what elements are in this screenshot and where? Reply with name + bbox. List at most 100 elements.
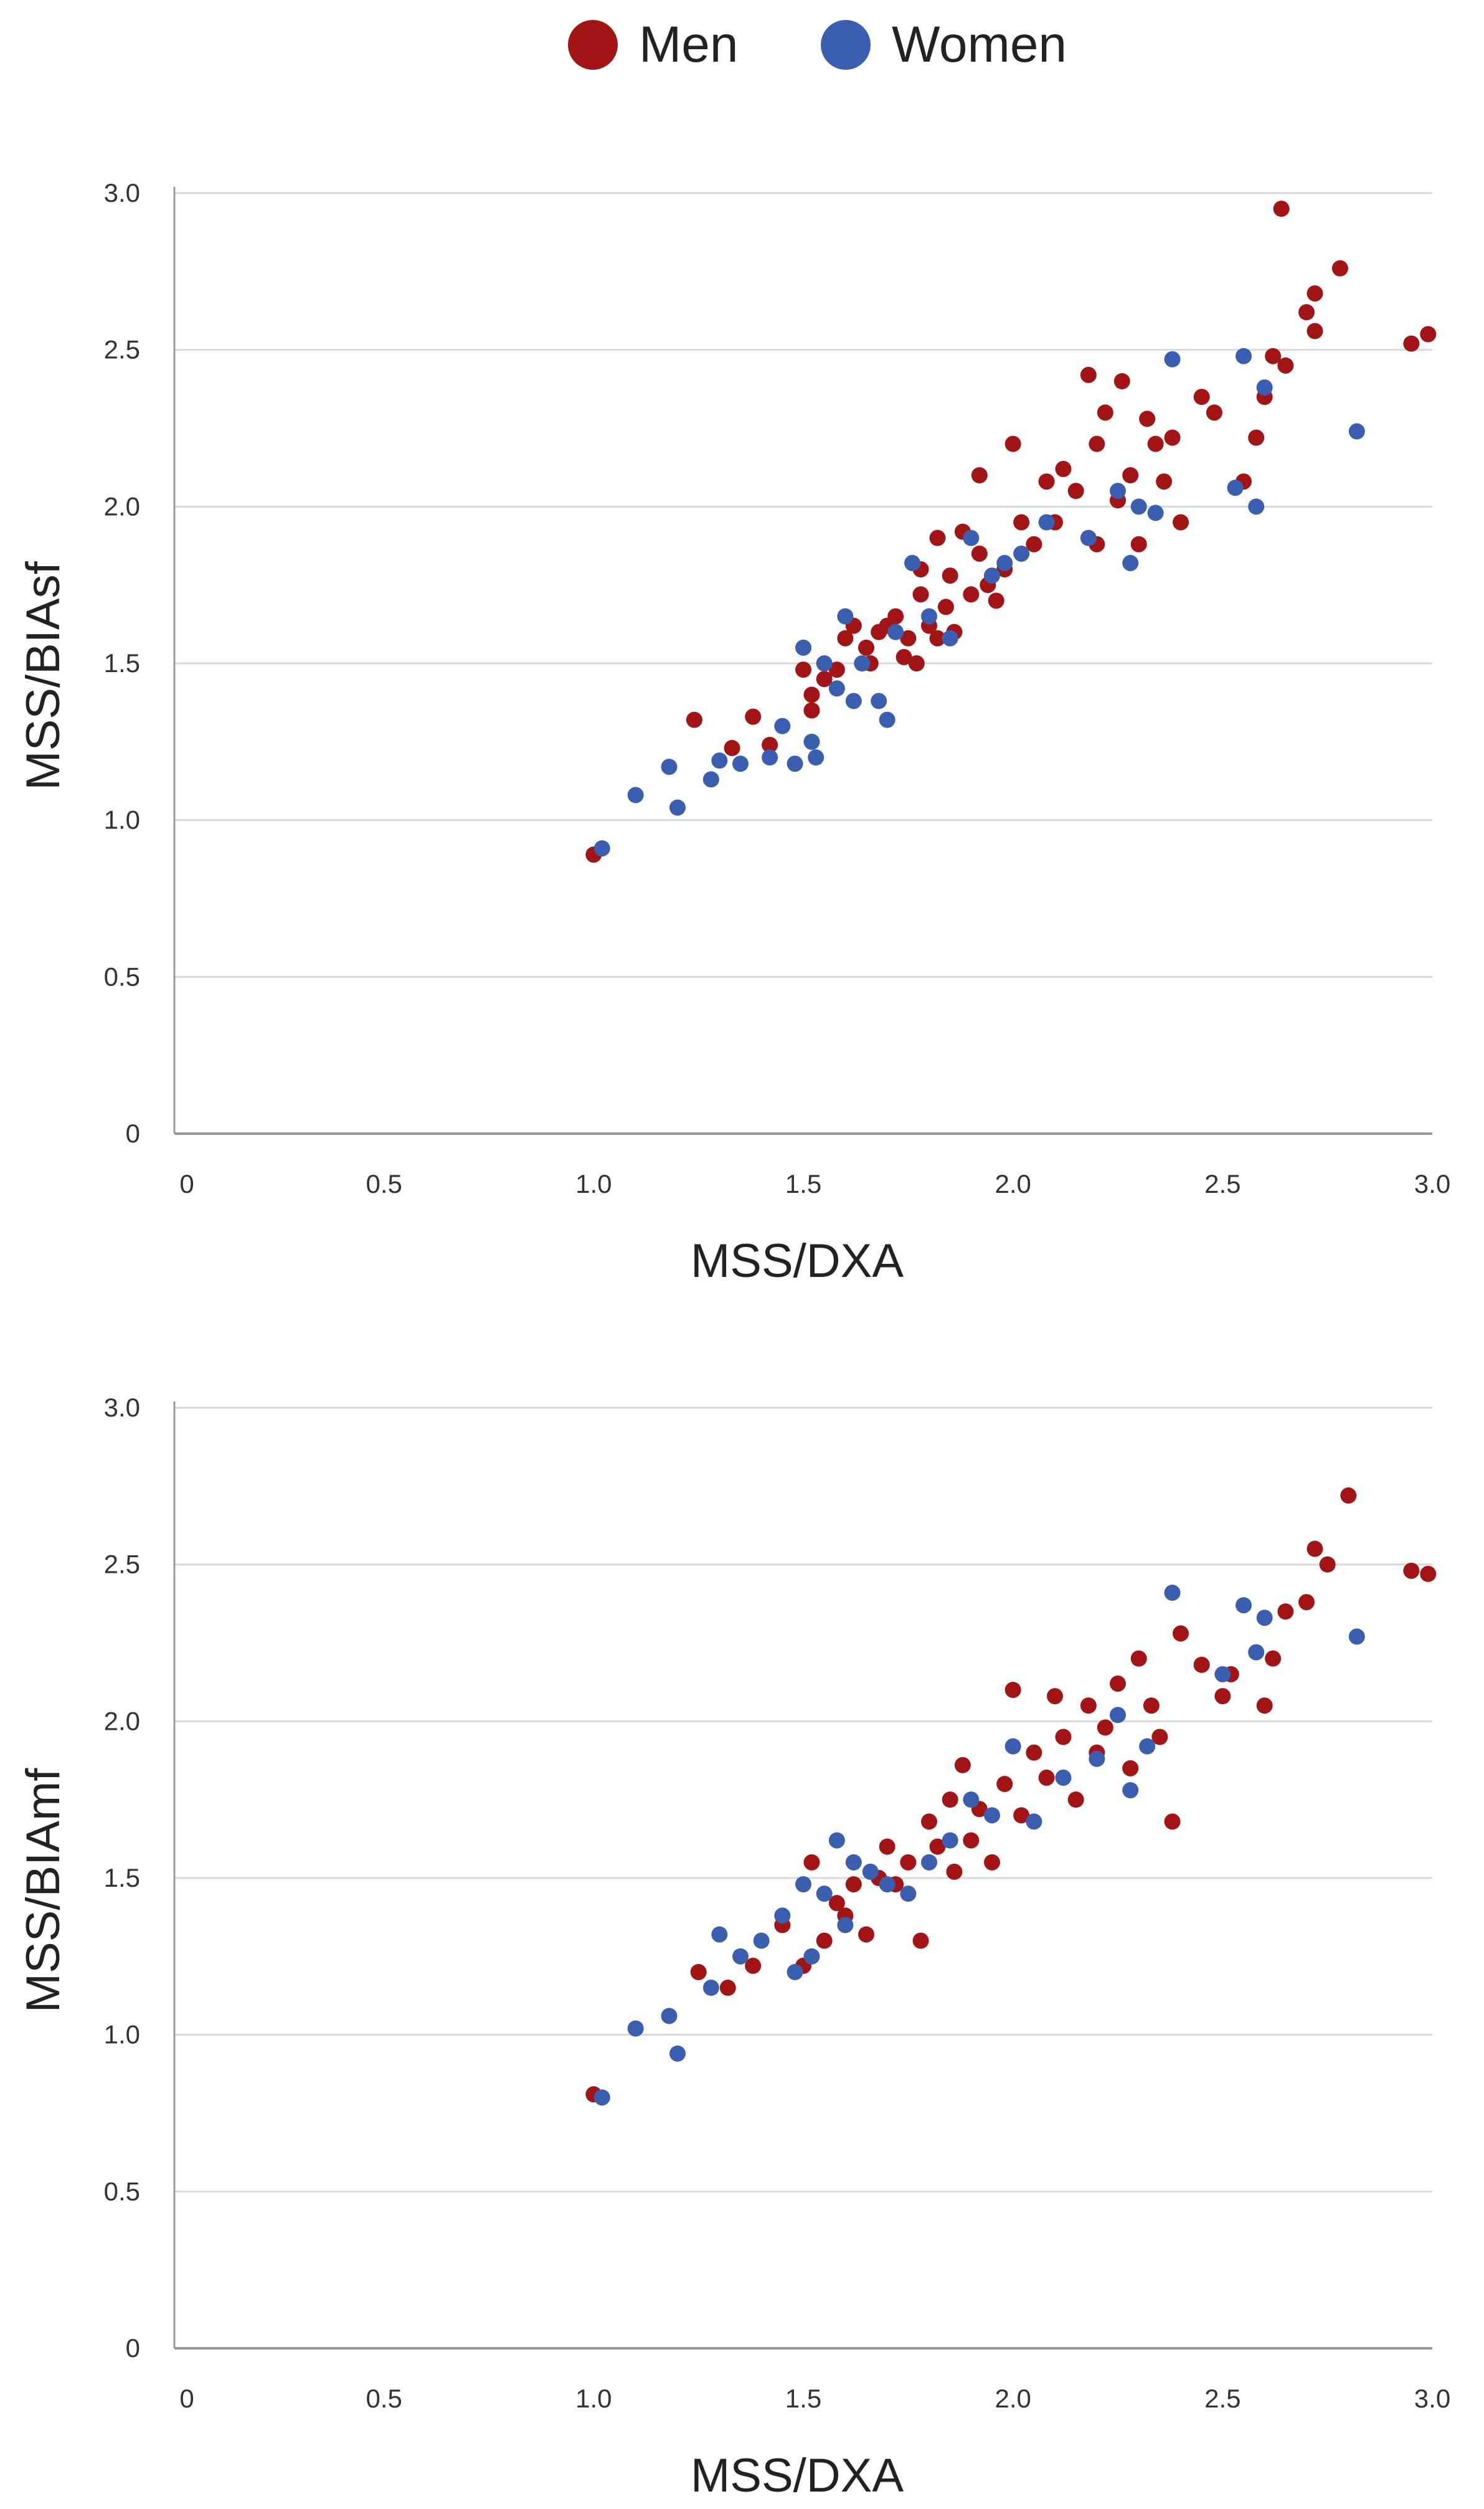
legend-item-men[interactable]: Men [568,14,739,76]
data-point-men[interactable] [1067,1791,1084,1808]
data-point-men[interactable] [1193,1656,1210,1673]
data-point-women[interactable] [879,711,896,728]
data-point-men[interactable] [1080,366,1097,383]
data-point-women[interactable] [787,756,803,772]
data-point-men[interactable] [828,662,845,678]
data-point-women[interactable] [904,554,921,571]
data-point-men[interactable] [686,711,702,728]
data-point-men[interactable] [1173,1625,1189,1642]
data-point-men[interactable] [929,529,946,546]
data-point-women[interactable] [942,1832,958,1849]
data-point-women[interactable] [816,655,833,671]
data-point-men[interactable] [724,739,740,756]
data-point-men[interactable] [1038,473,1055,490]
data-point-women[interactable] [1236,1597,1252,1614]
data-point-men[interactable] [1420,1565,1437,1582]
data-point-men[interactable] [803,686,820,703]
data-point-men[interactable] [984,1854,1000,1871]
data-point-women[interactable] [1038,514,1055,531]
data-point-men[interactable] [1080,1697,1097,1714]
data-point-men[interactable] [929,630,946,647]
data-point-women[interactable] [963,529,980,546]
data-point-men[interactable] [837,630,854,647]
data-point-women[interactable] [669,799,686,816]
data-point-men[interactable] [1256,1697,1273,1714]
data-point-men[interactable] [996,1776,1013,1792]
data-point-women[interactable] [887,624,904,640]
data-point-women[interactable] [1089,1750,1105,1767]
data-point-women[interactable] [1348,423,1365,440]
data-point-men[interactable] [921,1813,937,1830]
data-point-women[interactable] [1013,545,1030,562]
data-point-men[interactable] [1277,357,1294,374]
data-point-men[interactable] [1067,483,1084,500]
data-point-men[interactable] [1156,473,1173,490]
data-point-men[interactable] [908,655,925,671]
data-point-men[interactable] [942,1791,958,1808]
data-point-men[interactable] [912,586,929,603]
data-point-men[interactable] [858,639,874,656]
data-point-men[interactable] [1004,435,1021,452]
data-point-men[interactable] [1173,514,1189,531]
data-point-women[interactable] [984,567,1000,584]
data-point-men[interactable] [803,702,820,719]
data-point-men[interactable] [1206,404,1222,421]
data-point-men[interactable] [1038,1769,1055,1786]
data-point-men[interactable] [1164,429,1181,446]
data-point-women[interactable] [702,1980,719,1996]
data-point-men[interactable] [1307,1540,1323,1557]
data-point-women[interactable] [1227,480,1244,496]
data-point-men[interactable] [1277,1603,1294,1620]
data-point-men[interactable] [879,1838,896,1855]
data-point-women[interactable] [1122,554,1139,571]
data-point-men[interactable] [1097,404,1113,421]
data-point-women[interactable] [837,1917,854,1933]
data-point-men[interactable] [1004,1682,1021,1698]
data-point-women[interactable] [1026,1813,1042,1830]
data-point-women[interactable] [762,749,778,766]
data-point-men[interactable] [719,1980,736,1996]
data-point-women[interactable] [845,1854,862,1871]
data-point-women[interactable] [1110,483,1126,500]
data-point-men[interactable] [1013,1807,1030,1824]
data-point-men[interactable] [1340,1487,1357,1504]
data-point-men[interactable] [816,1932,833,1949]
data-point-men[interactable] [963,1832,980,1849]
data-point-men[interactable] [1122,1760,1139,1776]
data-point-men[interactable] [1248,429,1265,446]
data-point-women[interactable] [808,749,825,766]
data-point-women[interactable] [854,655,871,671]
data-point-women[interactable] [795,1876,811,1893]
data-point-men[interactable] [1307,323,1323,339]
data-point-men[interactable] [1164,1813,1181,1830]
data-point-women[interactable] [1110,1707,1126,1724]
data-point-women[interactable] [627,2020,644,2037]
data-point-women[interactable] [921,608,937,625]
data-point-women[interactable] [661,2008,678,2024]
data-point-women[interactable] [1147,505,1164,521]
data-point-men[interactable] [900,630,917,647]
data-point-men[interactable] [1130,1650,1147,1667]
data-point-men[interactable] [1055,1729,1072,1745]
data-point-men[interactable] [1331,260,1348,277]
data-point-women[interactable] [732,1948,749,1965]
data-point-women[interactable] [1004,1738,1021,1755]
data-point-men[interactable] [795,662,811,678]
data-point-men[interactable] [1298,304,1315,321]
data-point-men[interactable] [1143,1697,1160,1714]
data-point-men[interactable] [845,1876,862,1893]
data-point-women[interactable] [711,752,728,769]
data-point-women[interactable] [1248,1644,1265,1661]
data-point-women[interactable] [1164,1584,1181,1601]
data-point-women[interactable] [963,1791,980,1808]
data-point-men[interactable] [887,608,904,625]
data-point-women[interactable] [942,630,958,647]
data-point-women[interactable] [837,608,854,625]
data-point-men[interactable] [1055,460,1072,477]
data-point-men[interactable] [900,1854,917,1871]
data-point-women[interactable] [900,1885,917,1902]
data-point-men[interactable] [1147,435,1164,452]
data-point-men[interactable] [912,1932,929,1949]
data-point-men[interactable] [816,671,833,688]
data-point-men[interactable] [937,599,954,615]
